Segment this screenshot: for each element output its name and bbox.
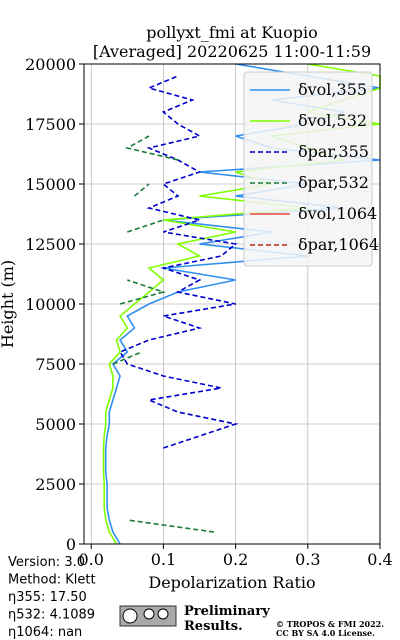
logo (119, 605, 177, 627)
annotation: η532: 4.1089 (8, 608, 95, 623)
copyright: CC BY SA 4.0 License. (276, 628, 375, 638)
legend-label: δpar,532 (298, 173, 369, 192)
notice: Preliminary (184, 604, 270, 619)
x-tick-label: 0.4 (367, 550, 392, 569)
y-tick-label: 7500 (35, 355, 76, 374)
profile-line (118, 75, 239, 449)
y-tick-label: 2500 (35, 475, 76, 494)
notice: Results. (184, 619, 243, 634)
y-tick-label: 0 (66, 535, 76, 554)
y-tick-label: 17500 (25, 115, 76, 134)
x-tick-label: 0.0 (78, 550, 103, 569)
legend-label: δvol,1064 (298, 204, 377, 223)
sa-icon (157, 608, 169, 620)
by-icon (143, 608, 155, 620)
chart-title: pollyxt_fmi at Kuopio (146, 23, 317, 42)
legend-label: δpar,1064 (298, 235, 379, 254)
annotation: Version: 3.0 (8, 555, 85, 570)
annotation: Method: Klett (8, 573, 96, 588)
x-tick-label: 0.1 (151, 550, 176, 569)
legend-label: δpar,355 (298, 142, 369, 161)
x-tick-label: 0.3 (295, 550, 320, 569)
cc-icon (122, 608, 138, 624)
y-axis-label: Height (m) (0, 260, 17, 348)
legend-label: δvol,532 (298, 111, 367, 130)
copyright: © TROPOS & FMI 2022. (276, 619, 384, 629)
legend-label: δvol,355 (298, 80, 367, 99)
chart-subtitle: [Averaged] 20220625 11:00-11:59 (93, 42, 371, 61)
y-tick-label: 5000 (35, 415, 76, 434)
annotation: η1064: nan (8, 625, 82, 640)
annotation: η355: 17.50 (8, 590, 87, 605)
x-axis-label: Depolarization Ratio (148, 573, 315, 592)
y-tick-label: 10000 (25, 295, 76, 314)
y-tick-label: 15000 (25, 175, 76, 194)
y-tick-label: 20000 (25, 55, 76, 74)
x-tick-label: 0.2 (223, 550, 248, 569)
y-tick-label: 12500 (25, 235, 76, 254)
plot-frame (83, 63, 381, 545)
